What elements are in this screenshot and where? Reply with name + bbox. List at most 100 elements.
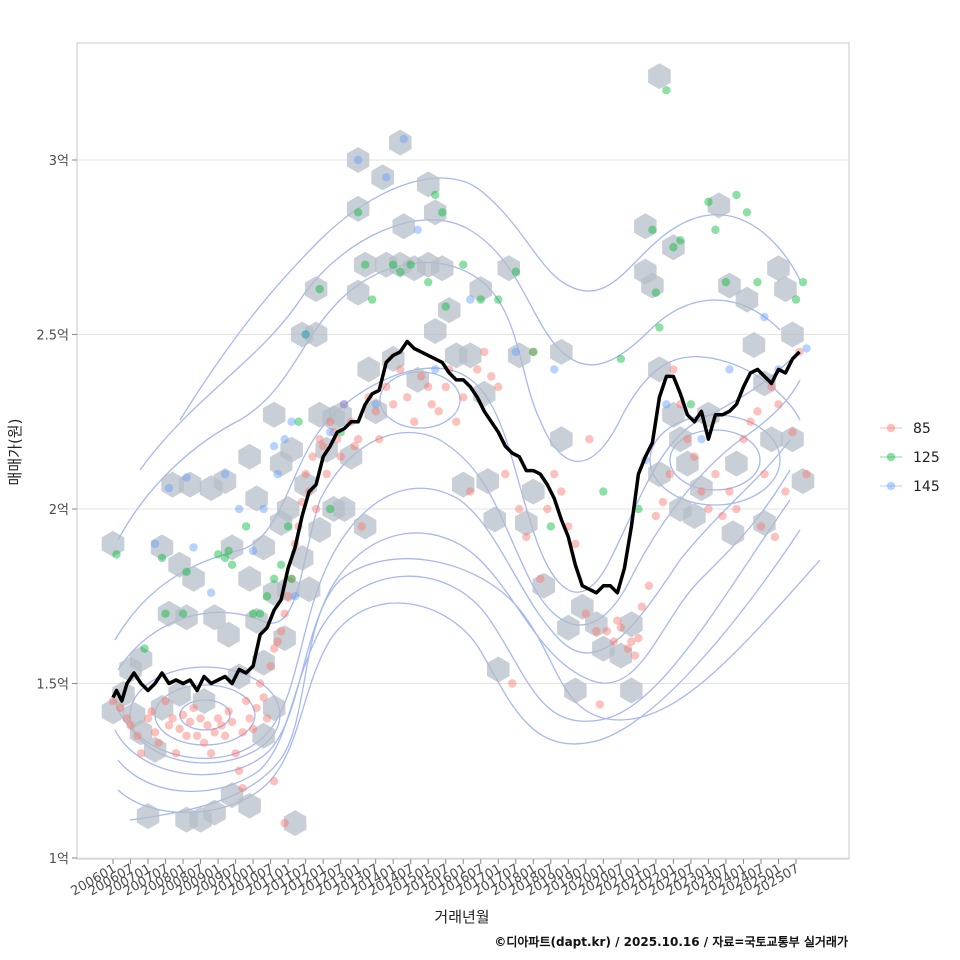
data-point-85 (389, 400, 398, 409)
hexbin-cell (297, 576, 321, 603)
hexbin-cell (648, 461, 671, 488)
data-point-85 (161, 696, 170, 706)
data-point-85 (255, 679, 265, 688)
data-point-85 (238, 728, 247, 737)
data-point-85 (220, 731, 230, 741)
data-point-145 (280, 435, 289, 444)
hexbin-cell (262, 694, 286, 721)
data-point-85 (630, 651, 640, 660)
data-point-125 (353, 208, 363, 217)
hexbin-cell (476, 468, 499, 495)
data-point-85 (136, 749, 146, 758)
data-point-125 (213, 550, 223, 559)
x-axis: 2006012006072007012007072008012008072009… (69, 859, 802, 899)
hexbin-cell (718, 272, 741, 299)
hexbin-cell (308, 516, 331, 543)
hexbin-cell (238, 443, 261, 470)
hexbin-cell (273, 625, 296, 652)
data-point-85 (133, 731, 142, 741)
y-tick-label: 2억 (49, 503, 69, 518)
hexbin-cell (238, 565, 261, 592)
data-point-125 (255, 609, 265, 618)
data-point-85 (616, 623, 626, 632)
hexbin-cell (406, 366, 429, 393)
hexbin-cell (753, 370, 776, 397)
data-point-145 (382, 173, 391, 182)
data-point-145 (466, 295, 475, 304)
x-axis-title: 거래년월 (434, 908, 489, 926)
data-point-85 (592, 626, 601, 636)
data-point-85 (753, 407, 762, 416)
data-point-85 (308, 452, 317, 461)
data-point-125 (742, 208, 752, 217)
data-point-85 (382, 382, 391, 392)
data-point-145 (164, 483, 174, 493)
data-point-85 (704, 504, 713, 514)
grid-lines (77, 159, 849, 859)
hexbin-cell (690, 475, 713, 502)
data-point-85 (690, 452, 699, 461)
data-point-145 (290, 592, 300, 601)
data-point-125 (396, 267, 405, 276)
hexbin-cell (192, 688, 216, 714)
hexbin-cell (101, 698, 125, 725)
data-point-85 (336, 452, 345, 461)
data-point-125 (241, 522, 251, 531)
data-point-85 (665, 469, 675, 479)
data-point-125 (406, 260, 415, 269)
hexbin-cell (753, 510, 776, 536)
data-point-125 (634, 504, 643, 514)
data-point-125 (315, 284, 324, 294)
data-point-145 (150, 539, 160, 549)
data-point-145 (234, 504, 244, 514)
data-point-85 (283, 592, 293, 601)
data-point-145 (269, 441, 279, 451)
data-point-85 (466, 487, 475, 496)
data-point-85 (501, 469, 510, 479)
data-point-145 (550, 365, 559, 374)
data-point-125 (599, 487, 608, 496)
data-point-125 (732, 190, 741, 200)
hexbin-cell (781, 321, 804, 348)
data-point-85 (746, 417, 755, 426)
data-point-145 (325, 428, 335, 437)
data-point-85 (424, 382, 433, 392)
hexbin-cell (217, 621, 240, 648)
data-point-85 (252, 703, 261, 713)
caption: ©디아파트(dapt.kr) / 2025.10.16 / 자료=국토교통부 실… (494, 934, 848, 949)
data-point-125 (161, 609, 170, 618)
hexbin-cell (280, 436, 303, 463)
data-point-85 (241, 696, 251, 706)
hexbin-cell (707, 192, 731, 219)
hexbin-cell (725, 450, 748, 477)
data-point-85 (143, 714, 153, 723)
data-point-145 (725, 365, 734, 374)
hexbin-cell (357, 356, 380, 383)
legend-label-125: 125 (913, 450, 940, 466)
legend: 85 125 145 (880, 421, 940, 495)
data-point-125 (791, 295, 801, 304)
hexbin-cell (304, 321, 328, 348)
hexbin-cell (662, 401, 685, 428)
data-point-85 (637, 602, 647, 611)
data-point-85 (627, 637, 636, 646)
hexbin-cell (634, 213, 657, 240)
hexbin-cell (683, 503, 706, 529)
hexbin-cell (452, 471, 475, 498)
data-point-145 (371, 400, 380, 409)
data-point-85 (164, 721, 174, 730)
data-point-85 (227, 717, 237, 727)
hexbin-cell (364, 398, 387, 425)
data-point-85 (417, 372, 426, 381)
data-point-85 (353, 435, 363, 444)
data-point-85 (529, 347, 538, 357)
y-tick-label: 1억 (49, 852, 69, 867)
data-point-145 (189, 543, 198, 552)
data-point-125 (112, 550, 121, 559)
data-point-85 (515, 504, 524, 514)
data-point-145 (182, 473, 191, 482)
data-point-85 (697, 487, 706, 496)
data-point-125 (283, 522, 293, 531)
data-point-85 (273, 637, 282, 646)
data-point-125 (676, 236, 685, 245)
